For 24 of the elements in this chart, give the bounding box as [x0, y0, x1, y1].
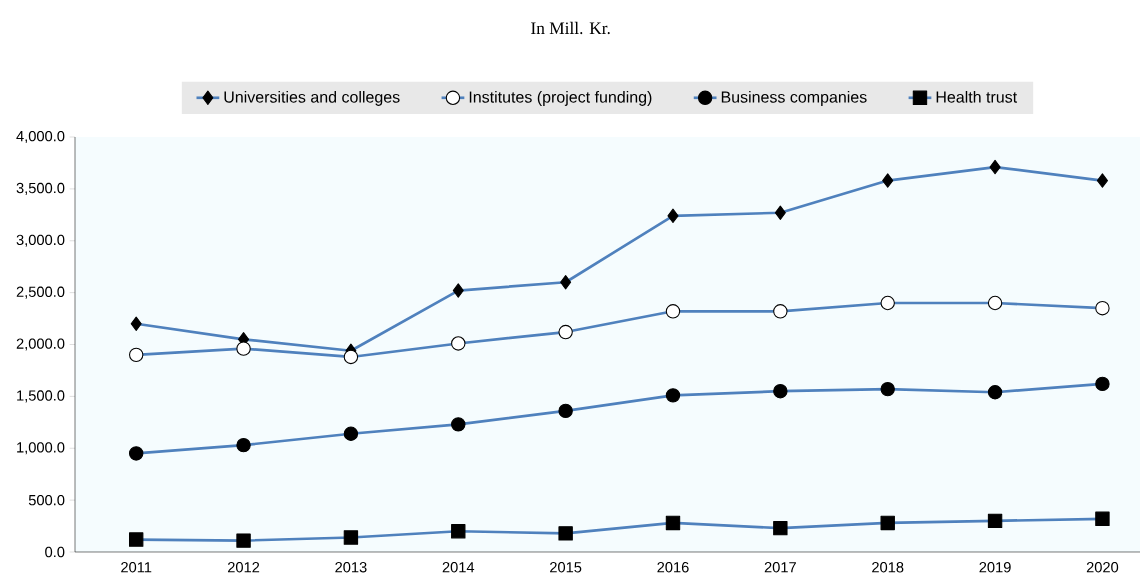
x-tick-label: 2011 [121, 562, 152, 573]
y-tick-label: 4,000.0 [16, 130, 65, 144]
y-tick-label: 500.0 [28, 494, 65, 506]
x-tick-label: 2018 [872, 562, 904, 573]
y-tick-label: 2,500.0 [16, 286, 65, 299]
y-tick-label: 0.0 [45, 546, 65, 558]
legend-label: Business companies [721, 90, 867, 106]
x-tick-label: 2015 [550, 562, 582, 573]
y-tick-label: 1,000.0 [17, 442, 65, 455]
x-tick-label: 2013 [335, 562, 367, 573]
y-tick-label: 1,500.0 [17, 390, 65, 403]
x-tick-label: 2019 [979, 562, 1011, 573]
x-tick-label: 2020 [1086, 562, 1119, 573]
x-tick-label: 2014 [442, 562, 475, 573]
chart-title: In Mill. Kr. [531, 21, 610, 35]
legend-label: Institutes (project funding) [469, 90, 652, 106]
legend-label: Universities and colleges [224, 90, 400, 106]
legend-label: Health trust [936, 90, 1018, 103]
y-tick-label: 3,500.0 [16, 182, 65, 195]
y-tick-label: 2,000.0 [16, 338, 65, 351]
y-tick-label: 3,000.0 [16, 234, 65, 247]
x-tick-label: 2017 [764, 562, 796, 573]
x-tick-label: 2016 [657, 562, 689, 573]
x-tick-label: 2012 [227, 562, 260, 573]
